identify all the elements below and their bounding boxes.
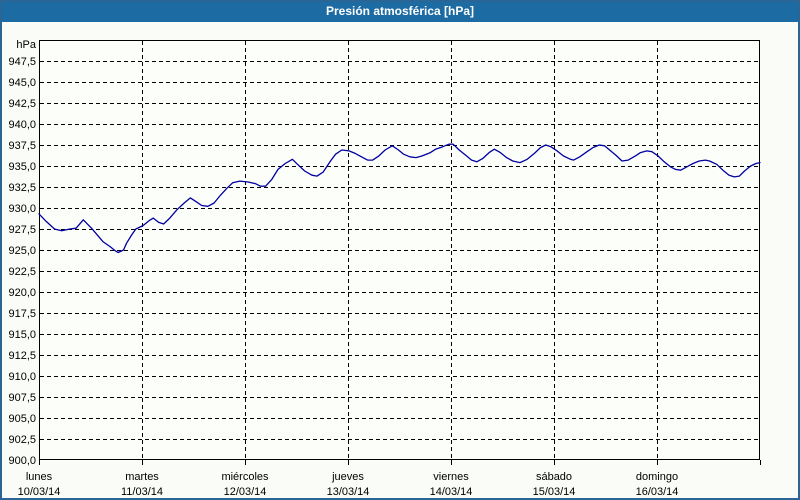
y-tick-label: 917,5 [8,308,36,320]
x-date-label: 16/03/14 [636,486,679,498]
y-tick-label: 945,0 [8,77,36,89]
x-day-label: domingo [636,471,678,483]
y-tick-label: 940,0 [8,119,36,131]
x-day-label: martes [125,471,159,483]
y-tick-label: 932,5 [8,182,36,194]
plot-border [39,40,760,460]
y-tick-label: 947,5 [8,56,36,68]
y-tick-label: 930,0 [8,203,36,215]
y-tick-label: 910,0 [8,371,36,383]
y-tick-label: 920,0 [8,287,36,299]
x-date-label: 15/03/14 [533,486,576,498]
y-tick-label: 902,5 [8,434,36,446]
y-tick-label: 942,5 [8,98,36,110]
y-tick-label: 900,0 [8,455,36,467]
y-tick-label: 937,5 [8,140,36,152]
x-date-label: 10/03/14 [18,486,61,498]
page-title: Presión atmosférica [hPa] [325,4,475,18]
x-date-label: 13/03/14 [327,486,370,498]
y-tick-label: 915,0 [8,329,36,341]
y-tick-label: 927,5 [8,224,36,236]
y-tick-label: 912,5 [8,350,36,362]
y-axis-unit-label: hPa [16,39,36,51]
pressure-series-line [38,143,761,254]
x-date-label: 11/03/14 [121,486,163,498]
x-day-label: lunes [26,471,53,483]
title-bar: Presión atmosférica [hPa] [0,0,800,22]
x-day-label: miércoles [221,471,269,483]
y-tick-label: 925,0 [8,245,36,257]
y-tick-label: 905,0 [8,413,36,425]
y-tick-label: 922,5 [8,266,36,278]
y-tick-label: 935,0 [8,161,36,173]
x-day-label: sábado [536,471,572,483]
x-date-label: 14/03/14 [430,486,473,498]
x-day-label: jueves [331,471,364,483]
y-tick-label: 907,5 [8,392,36,404]
x-date-label: 12/03/14 [224,486,267,498]
x-day-label: viernes [433,471,469,483]
